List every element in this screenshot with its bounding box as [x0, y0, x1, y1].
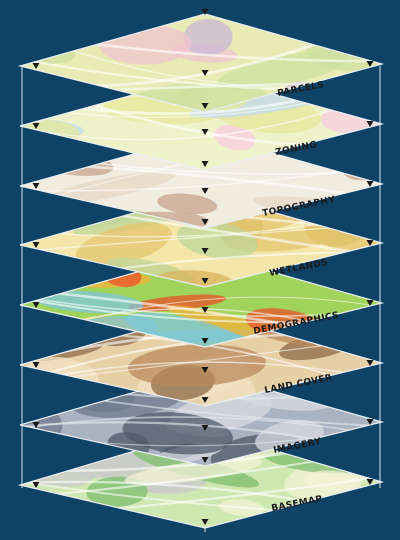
pin-marker-parcels-1	[32, 63, 40, 69]
pin-marker-wetlands-2	[366, 240, 374, 246]
pin-marker-basemap-2	[366, 479, 374, 485]
layer-outline-zoning	[19, 74, 385, 171]
pin-marker-zoning-1	[32, 123, 40, 129]
pin-marker-demographics-1	[32, 302, 40, 308]
pin-marker-land-cover-3	[201, 397, 209, 403]
pin-marker-wetlands-3	[201, 278, 209, 284]
pin-marker-demographics-2	[366, 300, 374, 306]
pin-marker-imagery-3	[201, 457, 209, 463]
pin-marker-topography-3	[201, 219, 209, 225]
layer-outline-wetlands	[19, 192, 385, 288]
pin-marker-land-cover-2	[366, 360, 374, 366]
pin-marker-demographics-0	[201, 248, 209, 254]
pin-marker-basemap-3	[201, 519, 209, 525]
pin-marker-basemap-0	[201, 425, 209, 431]
pin-marker-wetlands-0	[201, 188, 209, 194]
pin-marker-zoning-2	[366, 121, 374, 127]
layer-outline-basemap	[17, 429, 385, 529]
layer-corner-pins	[32, 9, 374, 525]
pin-marker-land-cover-0	[201, 307, 209, 313]
layer-outline-topography	[19, 133, 385, 229]
layer-outline-parcels	[17, 13, 385, 113]
pin-marker-basemap-1	[32, 482, 40, 488]
pin-marker-imagery-1	[32, 422, 40, 428]
layer-outline-land-cover	[19, 311, 385, 407]
pin-marker-parcels-3	[201, 103, 209, 109]
layer-outline-imagery	[19, 371, 385, 467]
pin-marker-wetlands-1	[32, 242, 40, 248]
pin-marker-parcels-0	[201, 9, 209, 15]
pin-marker-imagery-2	[366, 419, 374, 425]
pin-marker-zoning-3	[201, 161, 209, 167]
pin-marker-land-cover-1	[32, 362, 40, 368]
pin-marker-parcels-2	[366, 61, 374, 67]
pin-marker-imagery-0	[201, 367, 209, 373]
pin-marker-demographics-3	[201, 338, 209, 344]
pin-marker-topography-2	[366, 181, 374, 187]
pin-marker-topography-1	[32, 183, 40, 189]
layer-outline-demographics	[19, 252, 385, 348]
pin-marker-topography-0	[201, 129, 209, 135]
pin-marker-zoning-0	[201, 70, 209, 76]
